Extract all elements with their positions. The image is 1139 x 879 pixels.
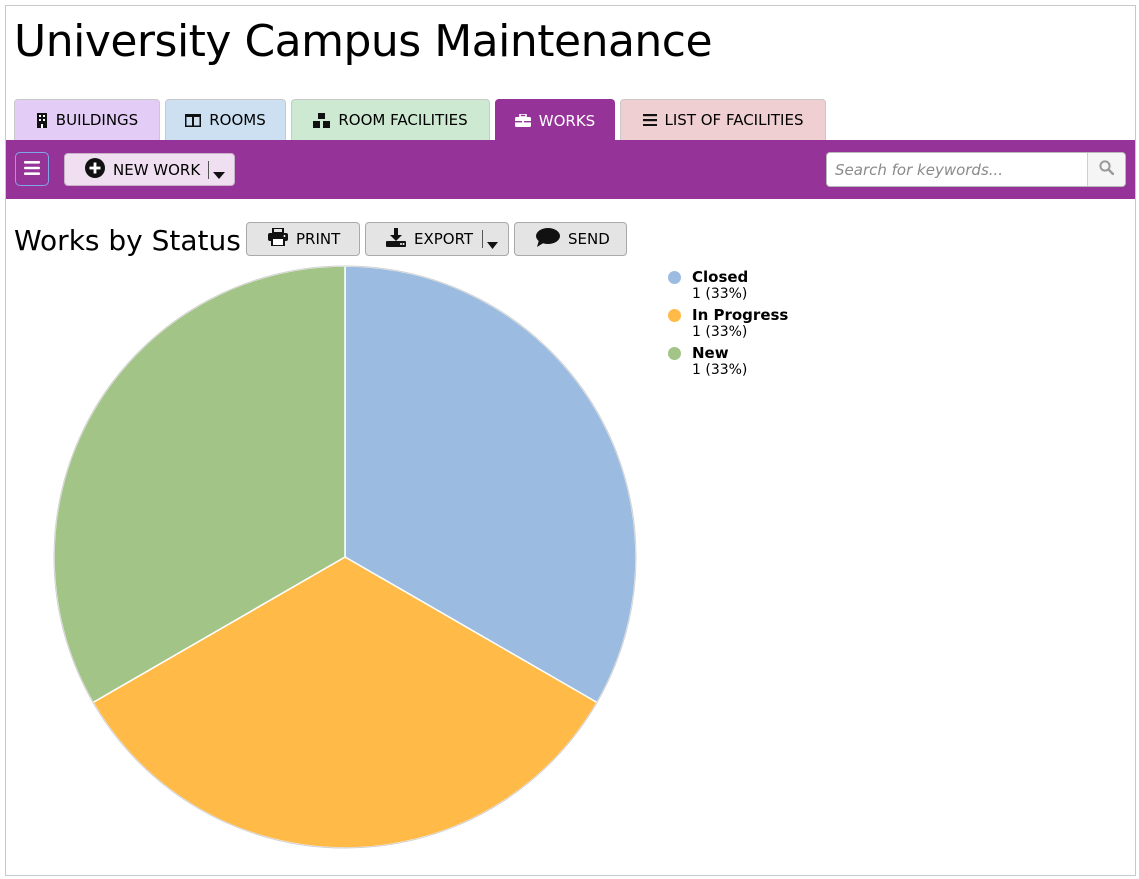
tab-works[interactable]: WORKS <box>495 99 615 141</box>
tab-label: ROOMS <box>209 111 266 129</box>
split-divider <box>482 230 483 248</box>
pie-chart <box>53 265 637 849</box>
send-label: SEND <box>568 230 610 248</box>
legend-swatch <box>668 271 681 284</box>
legend-value: 1 (33%) <box>692 324 748 340</box>
tab-buildings[interactable]: BUILDINGS <box>14 99 160 140</box>
tab-label: ROOM FACILITIES <box>338 111 468 129</box>
tab-rooms[interactable]: ROOMS <box>165 99 286 140</box>
list-icon <box>642 114 657 126</box>
legend-label: New <box>692 344 729 362</box>
download-icon <box>386 227 406 251</box>
columns-icon <box>185 113 202 127</box>
send-button[interactable]: SEND <box>514 222 627 256</box>
toolbox-icon <box>514 114 531 127</box>
legend-label: In Progress <box>692 306 789 324</box>
app-frame: University Campus Maintenance BUILDINGS … <box>5 5 1136 876</box>
report-title: Works by Status <box>14 224 241 257</box>
legend-swatch <box>668 309 681 322</box>
building-icon <box>36 112 48 128</box>
legend-label: Closed <box>692 268 749 286</box>
search-box <box>826 152 1126 187</box>
legend-swatch <box>668 347 681 360</box>
app-title: University Campus Maintenance <box>14 16 713 67</box>
print-button[interactable]: PRINT <box>246 222 360 256</box>
tab-list-of-facilities[interactable]: LIST OF FACILITIES <box>620 99 826 140</box>
toolbar: NEW WORK <box>6 140 1135 199</box>
caret-down-icon[interactable] <box>487 235 498 253</box>
search-icon <box>1099 160 1115 179</box>
export-button[interactable]: EXPORT <box>365 222 509 256</box>
comment-icon <box>536 227 560 251</box>
new-work-button[interactable]: NEW WORK <box>64 153 235 186</box>
caret-down-icon[interactable] <box>213 165 225 184</box>
new-work-label: NEW WORK <box>113 160 201 179</box>
menu-button[interactable] <box>15 152 49 186</box>
tab-label: BUILDINGS <box>55 111 139 129</box>
cubes-icon <box>313 112 331 128</box>
bars-icon <box>24 160 40 179</box>
print-icon <box>268 227 288 250</box>
search-button[interactable] <box>1087 153 1125 186</box>
tab-room-facilities[interactable]: ROOM FACILITIES <box>291 99 490 140</box>
legend-value: 1 (33%) <box>692 286 748 302</box>
tab-label: LIST OF FACILITIES <box>664 111 804 129</box>
legend-value: 1 (33%) <box>692 362 748 378</box>
split-divider <box>208 161 209 179</box>
export-label: EXPORT <box>414 230 474 248</box>
tab-label: WORKS <box>538 111 596 130</box>
pie-outline <box>53 265 637 849</box>
print-label: PRINT <box>296 230 341 248</box>
plus-circle-icon <box>85 157 105 182</box>
search-input[interactable] <box>827 153 1087 186</box>
